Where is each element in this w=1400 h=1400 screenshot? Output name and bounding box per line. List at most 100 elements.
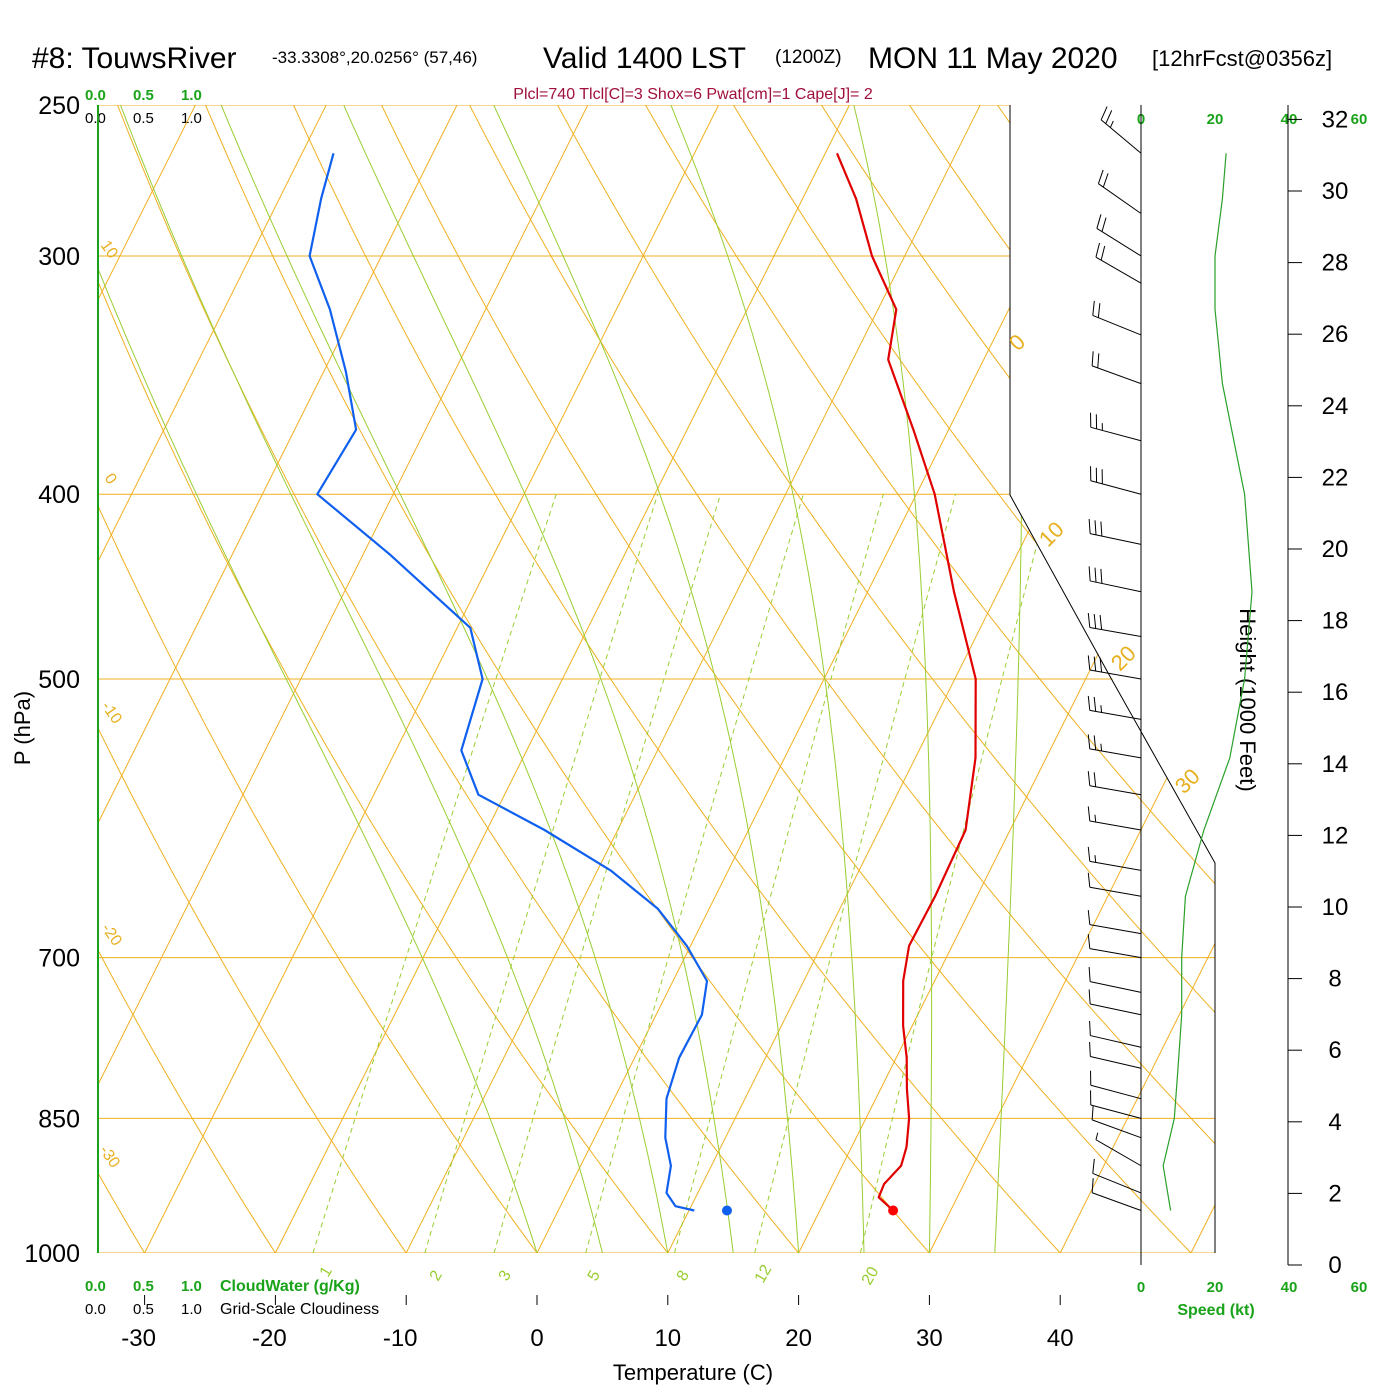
moist-adiabat-label: 30 (1170, 764, 1205, 799)
wind-barb-feather (1089, 1041, 1091, 1057)
dry-adiabat-line (451, 105, 1215, 1253)
isotherm-line (928, 105, 1215, 1253)
cloud-scale-tick: 0.0 (85, 110, 106, 127)
speed-tick: 0 (1137, 1279, 1145, 1296)
wind-barb (1090, 412, 1142, 442)
pressure-tick-label: 500 (38, 666, 80, 694)
wind-barb-staff (1090, 1104, 1142, 1119)
height-tick-label: 2 (1328, 1180, 1341, 1207)
wind-barb (1097, 169, 1142, 214)
wind-barbs (1087, 106, 1142, 1211)
wind-barb-feather (1100, 568, 1103, 584)
wind-barb-feather (1105, 110, 1113, 124)
wind-barb-feather (1087, 910, 1091, 925)
height-tick-label: 6 (1328, 1037, 1341, 1064)
temperature-tick-label: 30 (916, 1325, 943, 1352)
cloud-scale-tick: 0.5 (133, 1278, 154, 1295)
valid-time: Valid 1400 LST (543, 42, 746, 75)
isotherm-line (98, 105, 589, 1253)
dry-adiabat-line (98, 105, 700, 1253)
height-tick-label: 4 (1328, 1109, 1341, 1136)
cloud-scale-tick: 1.0 (181, 87, 202, 104)
wind-barb (1087, 806, 1142, 831)
wind-barb-staff (1090, 426, 1142, 442)
wind-barb-feather (1099, 615, 1103, 630)
isotherm-line (98, 105, 458, 1253)
dry-adiabat-line (712, 105, 1215, 1253)
wind-barb (1087, 934, 1142, 959)
wind-barb (1090, 466, 1142, 495)
moist-adiabat-label: 0 (1004, 329, 1030, 355)
speed-axis-bottom: 0 20 40 60 Speed (kt) (1137, 1279, 1368, 1319)
mixing-ratio-label: 12 (752, 1262, 776, 1286)
cloud-scale-top: 0.0 0.5 1.0 0.0 0.5 1.0 (85, 87, 202, 127)
wind-barb-feather (1092, 1158, 1095, 1174)
speed-axis-label: Speed (kt) (1177, 1302, 1254, 1319)
wind-barb-staff (1090, 580, 1142, 593)
valid-date: MON 11 May 2020 (868, 42, 1118, 75)
wind-speed-profile (1162, 153, 1253, 1211)
station-coords: -33.3308°,20.0256° (57,46) (272, 48, 477, 67)
cloud-scale-tick: 0.0 (85, 1301, 106, 1318)
dry-adiabat-line (0, 71, 37, 1293)
wind-barb-feather (1087, 806, 1091, 822)
isotherm-line (98, 105, 196, 1253)
wind-barb-feather (1097, 169, 1104, 184)
isopleth-labels: 1 2 3 5 8 12 20 10 0 -10 -20 -30 0 10 20… (96, 238, 1205, 1288)
sounding-curves (308, 152, 977, 1216)
wind-barb-half-feather (1100, 743, 1103, 752)
wind-barb-feather (1091, 351, 1094, 366)
wind-barb-staff (1089, 948, 1142, 959)
wind-barb (1087, 846, 1142, 871)
dry-adiabat-line (1060, 105, 1215, 1253)
dry-adiabat-line (191, 105, 966, 1253)
wind-barb-staff (1098, 183, 1142, 214)
wind-barb-half-feather (1109, 120, 1114, 128)
isotherm-line (98, 105, 327, 1253)
wind-barb-feather (1093, 614, 1097, 629)
wind-barb-staff (1095, 1139, 1142, 1167)
plot-border (1009, 105, 1216, 1253)
isotherm-line (1059, 105, 1215, 1253)
wind-barb-staff (1090, 1035, 1142, 1048)
mixing-ratio-line (859, 494, 1051, 1253)
wind-barb (1088, 989, 1142, 1016)
wind-barb-staff (1089, 886, 1142, 897)
wind-barb-feather (1096, 214, 1102, 229)
wind-barb-staff (1089, 924, 1142, 935)
wind-barb (1087, 734, 1142, 759)
wind-barb-staff (1089, 820, 1142, 831)
height-tick-label: 20 (1322, 536, 1349, 563)
wind-barb-staff (1091, 1119, 1142, 1139)
moist-adiabat-line (119, 105, 603, 1253)
mixing-ratio-line (312, 494, 557, 1253)
dry-adiabat-line (98, 105, 170, 1253)
wind-barb (1095, 242, 1142, 284)
pressure-tick-label: 700 (38, 945, 80, 973)
pressure-tick-label: 300 (38, 243, 80, 271)
wind-barb-staff (1089, 709, 1142, 720)
surface-dewpoint-marker (721, 1205, 732, 1216)
moist-adiabat-line (343, 105, 734, 1253)
wind-barb-staff (1090, 1084, 1142, 1100)
wind-barb-feather (1088, 566, 1091, 581)
height-tick-label: 10 (1322, 894, 1349, 921)
mixing-ratio-line (493, 494, 721, 1253)
wind-barb-staff (1090, 1003, 1142, 1016)
wind-barb-half-feather (1094, 855, 1097, 863)
wind-barb-feather (1087, 934, 1091, 949)
wind-barb-staff (1090, 533, 1142, 545)
height-tick-label: 28 (1322, 250, 1349, 277)
moist-adiabat-label: 10 (1034, 517, 1069, 552)
wind-barb (1091, 1178, 1142, 1211)
mixing-ratio-line (424, 494, 659, 1253)
wind-barb-feather (1093, 735, 1097, 750)
temperature-tick-label: -20 (252, 1325, 287, 1352)
wind-barb-feather (1094, 567, 1097, 583)
pressure-tick-label: 850 (38, 1105, 80, 1133)
wind-barb-feather (1093, 696, 1097, 712)
isotherm-line (274, 105, 850, 1253)
speed-tick: 60 (1351, 1279, 1368, 1296)
height-tick-label: 30 (1322, 178, 1349, 205)
height-tick-label: 14 (1322, 751, 1349, 778)
